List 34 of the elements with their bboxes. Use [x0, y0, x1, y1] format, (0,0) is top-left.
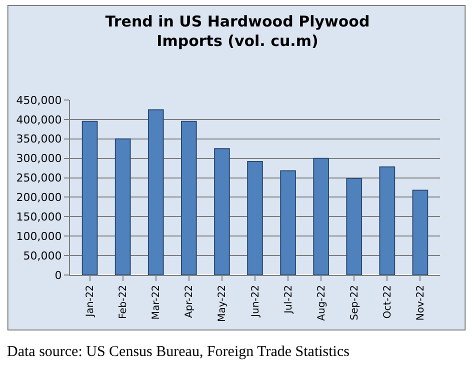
x-tick-label: Jun-22	[250, 285, 262, 318]
x-tick-label: May-22	[217, 285, 228, 322]
bar	[412, 190, 428, 275]
x-tick-label: Jul-22	[283, 285, 294, 314]
chart-title: Trend in US Hardwood Plywood Imports (vol. cu.m)	[105, 12, 370, 50]
y-tick-label: 450,000	[16, 94, 62, 107]
x-tick-label: Feb-22	[118, 285, 130, 320]
bar	[214, 148, 230, 275]
y-tick-label: 50,000	[23, 249, 62, 262]
bar	[181, 120, 197, 275]
bar	[379, 166, 396, 275]
bar	[280, 170, 296, 275]
x-tick-label: Nov-22	[415, 285, 426, 321]
x-tick-label: Jan-22	[85, 285, 96, 318]
x-tick-label: Aug-22	[316, 285, 328, 321]
y-tick-label: 0	[54, 268, 62, 282]
bar	[114, 138, 131, 275]
y-tick-label: 150,000	[16, 210, 62, 224]
x-tick-label: Apr-22	[184, 285, 196, 318]
y-tick-label: 400,000	[16, 113, 62, 126]
bar	[247, 160, 263, 275]
y-tick-label: 100,000	[16, 230, 62, 243]
bar	[313, 158, 329, 275]
x-tick-label: Oct-22	[382, 285, 394, 319]
y-tick-label: 250,000	[16, 172, 62, 185]
y-tick-label: 300,000	[16, 152, 62, 166]
x-tick-label: Mar-22	[151, 285, 162, 320]
bar	[148, 109, 164, 275]
source-note: Data source: US Census Bureau, Foreign Trade Statistics	[7, 344, 350, 360]
y-tick-label: 350,000	[16, 132, 62, 146]
bar	[82, 120, 98, 275]
y-tick-label: 200,000	[16, 191, 62, 204]
x-tick-label: Sep-22	[349, 285, 360, 320]
bar	[346, 178, 362, 275]
